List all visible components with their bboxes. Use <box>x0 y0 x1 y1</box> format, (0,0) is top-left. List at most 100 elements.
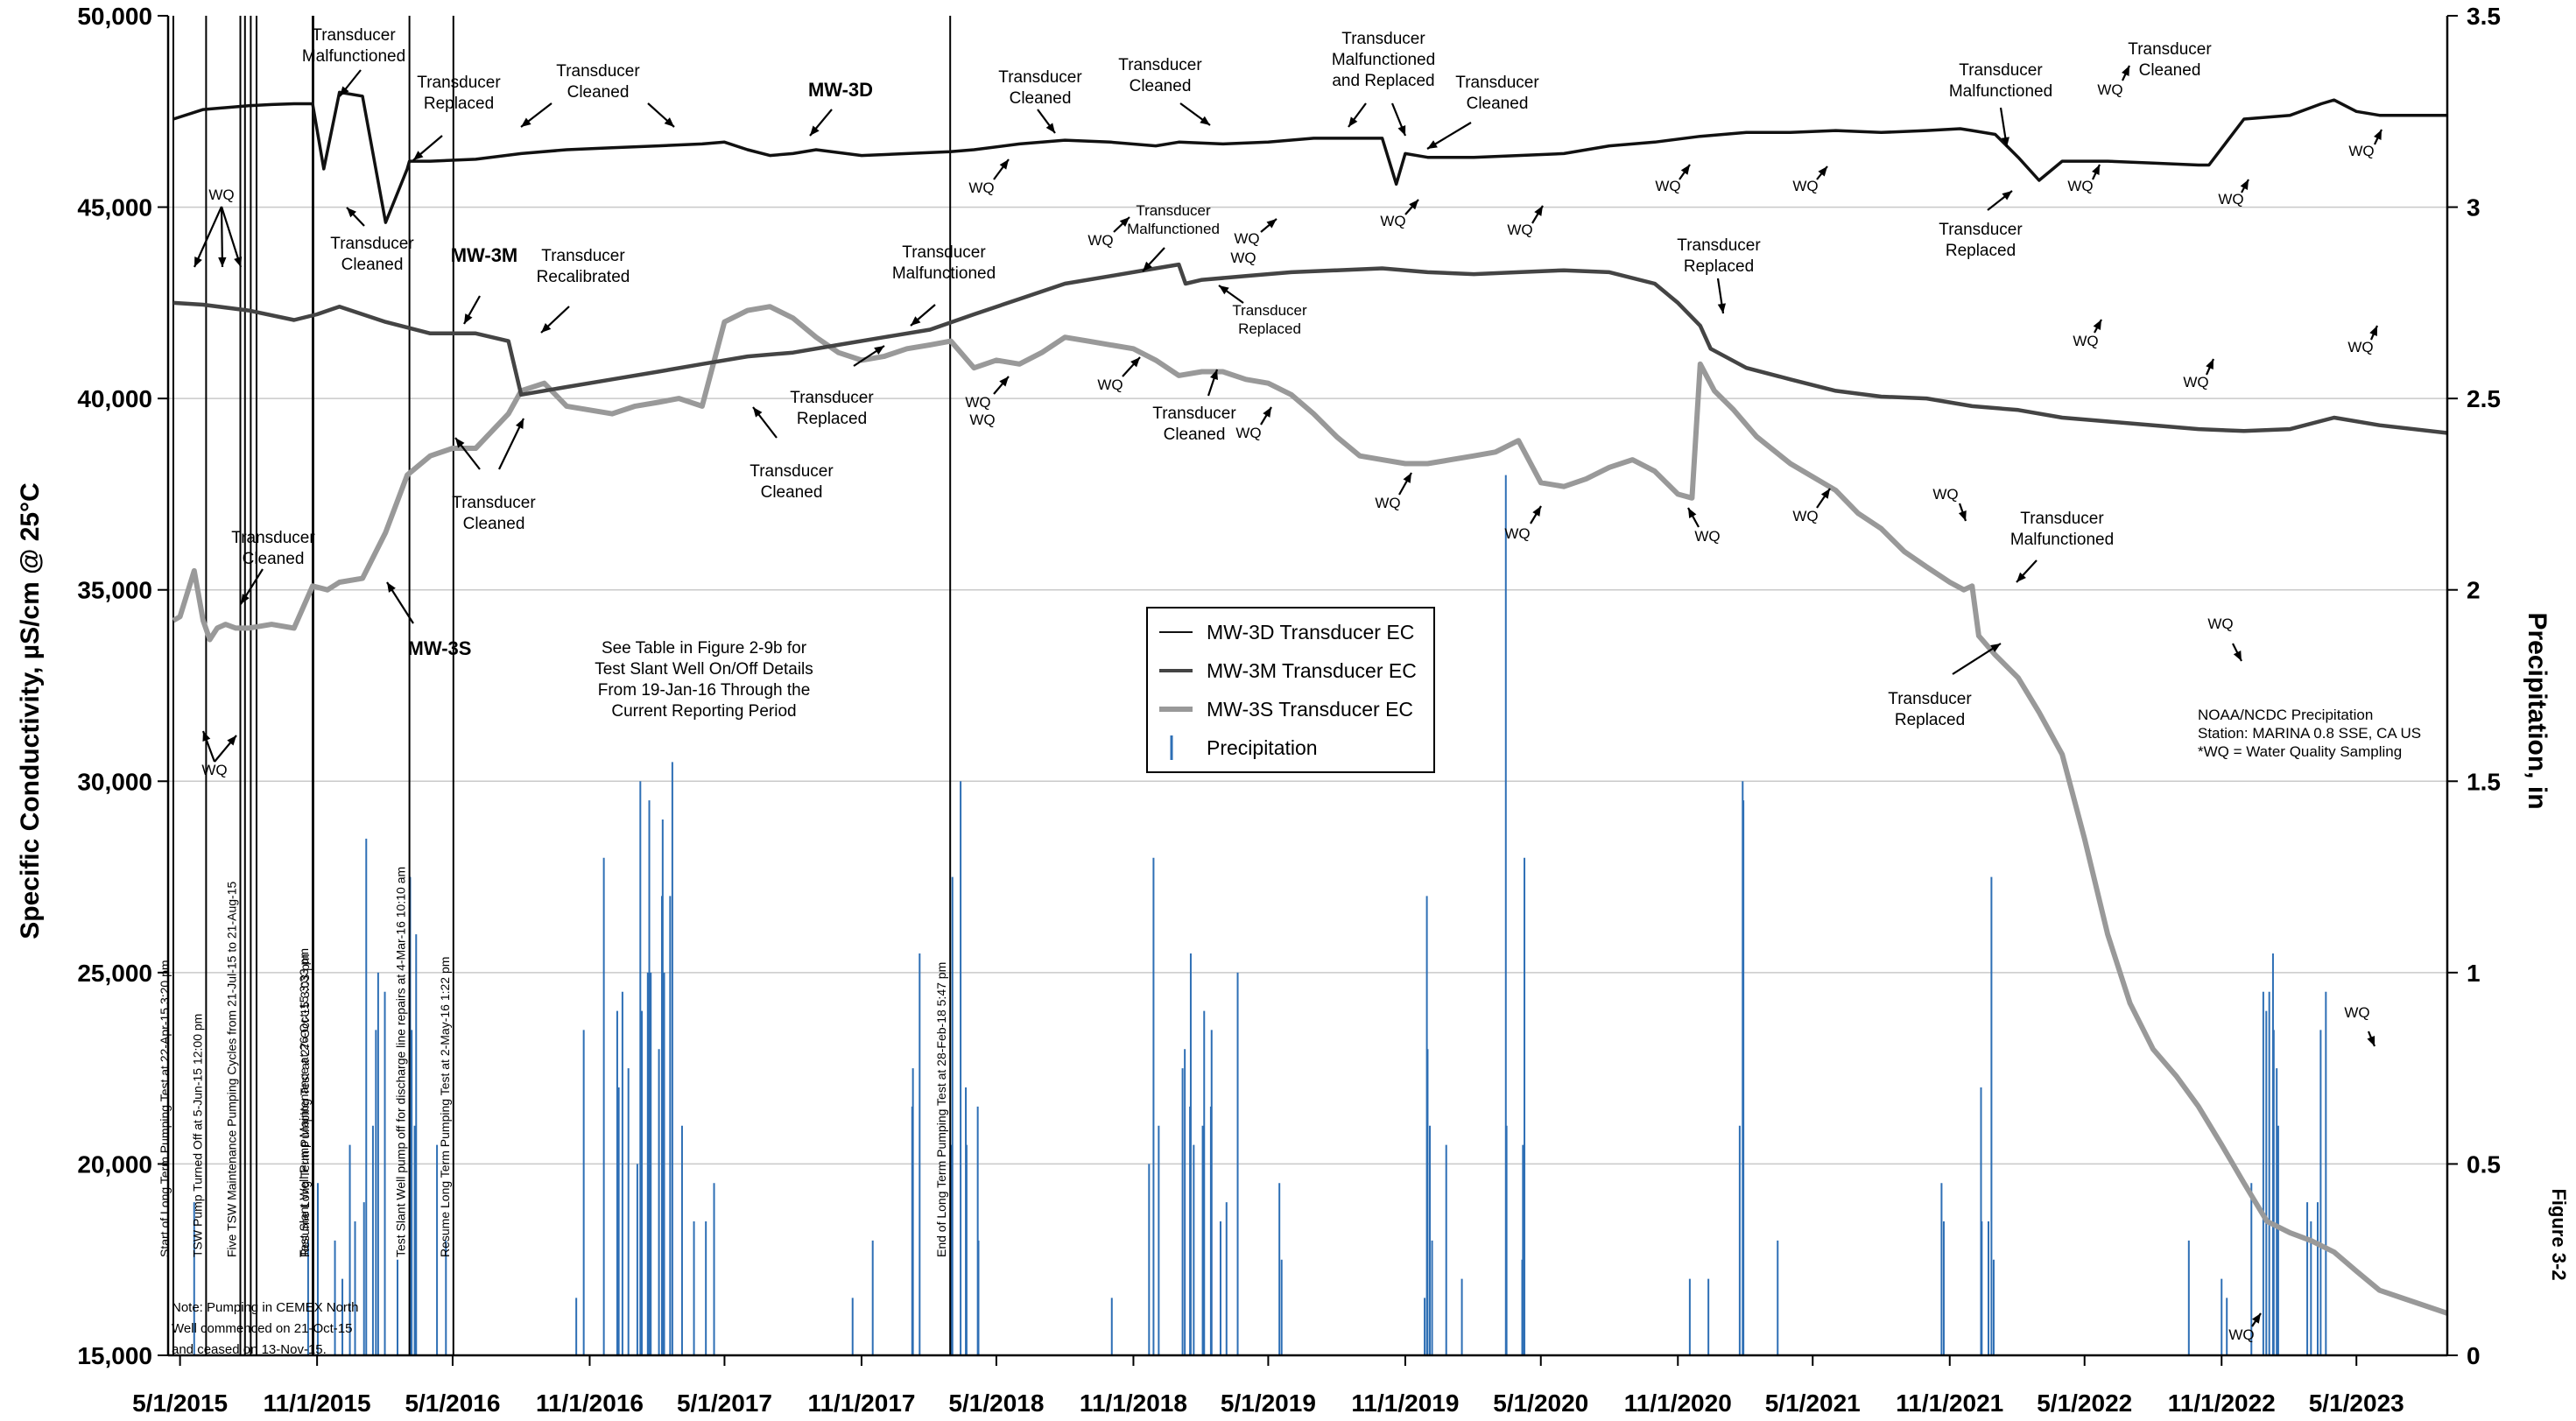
annotation-arrowhead <box>1680 165 1690 175</box>
annotation-wq: WQ <box>2218 191 2243 208</box>
annotation-wq: WQ <box>201 762 227 778</box>
x-tick-label: 5/1/2019 <box>1221 1389 1316 1417</box>
precipitation-bars <box>193 475 2327 1355</box>
legend-label: Precipitation <box>1207 736 1318 759</box>
y2-axis-title: Precipitation, in <box>2523 612 2551 809</box>
annotation-transducer-cleaned: Transducer Cleaned <box>998 68 1082 108</box>
annotation-wq: WQ <box>1507 222 1532 238</box>
annotation-arrowhead <box>2122 66 2129 76</box>
legend-label: MW-3S Transducer EC <box>1207 698 1413 721</box>
annotation-transducer-malfunctioned: Transducer Malfunctioned <box>302 26 405 66</box>
y-tick-label: 35,000 <box>77 577 152 604</box>
annotation-arrowhead <box>999 376 1009 387</box>
annotation-arrow-line <box>193 206 223 268</box>
annotation-wq: WQ <box>2097 81 2122 98</box>
x-tick-label: 11/1/2015 <box>264 1389 371 1417</box>
x-tick-label: 11/1/2018 <box>1080 1389 1187 1417</box>
annotation-arrowhead <box>2374 130 2382 140</box>
x-tick-label: 5/1/2016 <box>405 1389 500 1417</box>
annotation-arrowhead <box>1534 206 1543 216</box>
annotation-transducer-replaced: Transducer Replaced <box>790 389 874 428</box>
y-tick-label: 45,000 <box>77 194 152 222</box>
annotation-arrowhead <box>2016 572 2026 582</box>
x-tick-label: 11/1/2019 <box>1351 1389 1459 1417</box>
annotation-arrowhead <box>1403 473 1411 483</box>
y2-tick-label: 1.5 <box>2467 768 2501 795</box>
annotation-arrowhead <box>1397 125 1406 136</box>
annotations: Transducer Malfunctioned Transducer Replace… <box>172 26 2570 1357</box>
annotation-arrow-line <box>220 206 243 268</box>
annotation-wq: WQ <box>1087 232 1113 249</box>
annotation-arrowhead <box>999 159 1009 170</box>
y2-tick-label: 3 <box>2467 194 2481 222</box>
annotation-arrowhead <box>2251 1313 2261 1324</box>
y2-tick-label: 0 <box>2467 1342 2481 1369</box>
annotation-transducer-replaced: Transducer Replaced <box>1888 690 1972 729</box>
annotation-arrowhead <box>515 419 524 429</box>
x-tick-label: 5/1/2020 <box>1493 1389 1588 1417</box>
y-axis-title: Specific Conductivity, µS/cm @ 25°C <box>16 482 45 939</box>
annotation-transducer-cleaned: Transducer Cleaned <box>750 462 834 502</box>
annotation-arrowhead <box>1818 166 1827 177</box>
vertical-marker-label: Test Slant Well Pump Maintenance at 26-O… <box>297 948 311 1257</box>
annotation-transducer-recalibrated: Transducer Recalibrated <box>537 247 630 286</box>
annotation-arrowhead <box>413 151 424 160</box>
annotation-transducer-replaced: Transducer Replaced <box>1677 236 1761 276</box>
annotation-transducer-cleaned: Transducer Cleaned <box>2128 40 2212 80</box>
annotation-wq: WQ <box>965 394 990 411</box>
annotation-transducer-replaced: Transducer Replaced <box>1939 221 2023 260</box>
annotation-wq: WQ <box>1380 213 1405 229</box>
annotation-arrowhead <box>2001 137 2009 147</box>
annotation-wq: WQ <box>2067 178 2093 194</box>
annotation-arrowhead <box>241 594 250 604</box>
annotation-arrowhead <box>753 407 763 418</box>
annotation-arrowhead <box>1266 219 1277 229</box>
legend-label: MW-3D Transducer EC <box>1207 621 1414 644</box>
annotation-wq: WQ <box>1932 486 1958 503</box>
x-tick-label: 5/1/2017 <box>677 1389 772 1417</box>
annotation-arrowhead <box>911 316 921 326</box>
annotation-arrowhead <box>387 582 396 593</box>
x-tick-label: 5/1/2018 <box>948 1389 1044 1417</box>
annotation-transducer-replaced: Transducer Replaced <box>1232 302 1307 337</box>
annotation-arrowhead <box>541 323 552 333</box>
annotation-arrowhead <box>2206 359 2214 369</box>
annotation-station-note: NOAA/NCDC Precipitation Station: MARINA 0… <box>2198 707 2421 760</box>
annotation-arrowhead <box>2093 320 2101 330</box>
annotation-transducer-cleaned: Transducer Cleaned <box>1455 74 1539 113</box>
y-tick-label: 40,000 <box>77 385 152 412</box>
annotation-wq: WQ <box>1792 508 1818 524</box>
annotation-test-table-note: See Table in Figure 2-9b for Test Slant W… <box>595 639 813 721</box>
annotation-transducer-cleaned: Transducer Cleaned <box>231 529 315 568</box>
annotation-arrowhead <box>664 117 674 127</box>
vertical-marker-label: TSW Pump Turned Off at 5-Jun-15 12:00 pm <box>190 1014 204 1257</box>
annotation-transducer-cleaned: Transducer Cleaned <box>1152 404 1236 444</box>
vertical-markers: Start of Long Term Pumping Test at 22-Ap… <box>158 16 952 1355</box>
legend-label: MW-3M Transducer EC <box>1207 659 1417 682</box>
annotation-arrowhead <box>340 86 349 96</box>
annotation-wq: WQ <box>968 179 994 196</box>
annotation-arrowhead <box>218 257 227 267</box>
annotation-wq: WQ <box>1792 178 1818 194</box>
annotation-arrowhead <box>810 125 820 136</box>
annotation-mw3m-name: MW-3M <box>451 244 518 266</box>
annotation-arrowhead <box>2240 179 2249 190</box>
legend-box <box>1146 607 1435 773</box>
vertical-marker-label: Test Slant Well pump off for discharge l… <box>394 867 408 1257</box>
annotation-wq: WQ <box>969 412 995 428</box>
y-tick-label: 30,000 <box>77 768 152 795</box>
annotation-transducer-malfunctioned: Transducer Malfunctioned <box>1949 61 2052 101</box>
y2-tick-label: 2 <box>2467 577 2481 604</box>
vertical-marker-label: End of Long Term Pumping Test at 28-Feb-… <box>934 962 948 1257</box>
annotation-arrowhead <box>1263 407 1271 418</box>
axes: 15,000 0 20,000 0.5 25,000 1 30,000 1.5 35,000 2 4… <box>77 3 2501 1417</box>
annotation-arrowhead <box>227 735 236 746</box>
figure-label: Figure 3-2 <box>2548 1188 2570 1280</box>
annotation-arrowhead <box>2369 326 2377 336</box>
annotation-arrowhead <box>1045 123 1055 133</box>
annotation-arrowhead <box>874 346 884 355</box>
annotation-arrowhead <box>202 731 211 742</box>
annotation-arrowhead <box>1200 116 1210 125</box>
y2-tick-label: 1 <box>2467 960 2481 987</box>
series-line <box>172 262 2448 435</box>
